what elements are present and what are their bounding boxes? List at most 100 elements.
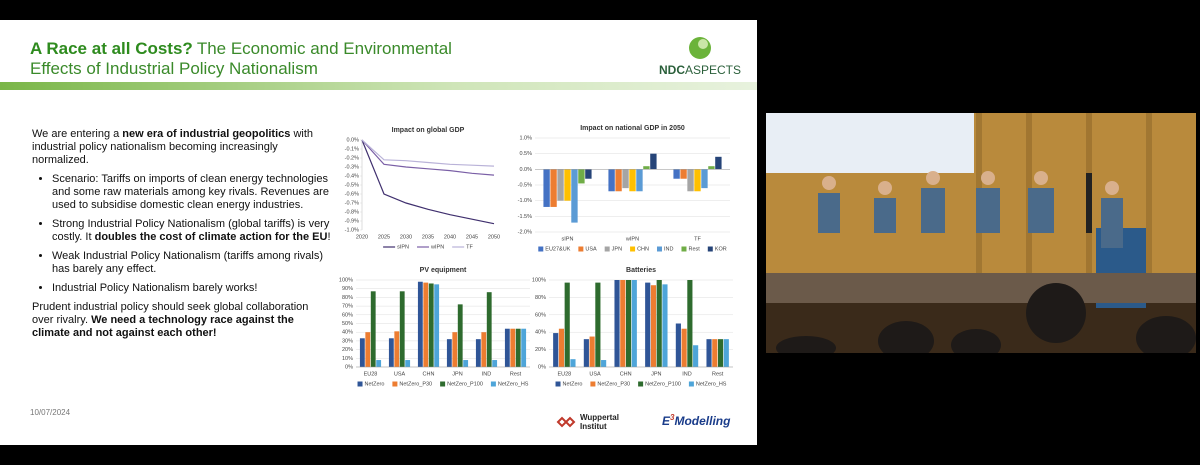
slide: A Race at all Costs? The Economic and Env… — [0, 20, 757, 445]
y-tick-label: -0.9% — [345, 218, 359, 224]
y-tick-label: 100% — [532, 277, 546, 283]
y-tick-label: 100% — [339, 277, 353, 283]
legend-label: KOR — [715, 246, 727, 252]
bar — [631, 280, 637, 367]
bar — [399, 291, 405, 367]
bar — [694, 169, 701, 192]
legend-label: CHN — [637, 246, 649, 252]
legend-label: NetZero — [563, 381, 583, 387]
y-tick-label: -0.5% — [518, 182, 532, 188]
y-tick-label: 60% — [342, 312, 353, 318]
bar — [608, 169, 615, 192]
closing: Prudent industrial policy should seek gl… — [32, 301, 332, 340]
text: Prudent industrial policy should seek gl… — [32, 301, 309, 326]
title-highlight: A Race at all Costs? — [30, 39, 193, 58]
bar — [376, 360, 382, 367]
bar — [614, 280, 620, 367]
legend: sIPN wIPN TF — [383, 244, 474, 250]
charts: Impact on global GDP 0.0% -0.1% -0.2% -0.3% -… — [339, 125, 733, 387]
camera-feed — [766, 113, 1196, 353]
x-tick-label: Rest — [712, 371, 724, 377]
bar — [673, 169, 680, 179]
y-tick-label: -0.1% — [345, 146, 359, 152]
bar — [687, 169, 694, 192]
intro: We are entering a new era of industrial … — [32, 128, 332, 167]
y-tick-label: -0.2% — [345, 155, 359, 161]
legend-swatch — [538, 246, 544, 252]
logo-b: ASPECTS — [684, 63, 741, 77]
bar — [434, 284, 440, 367]
text: Strong Industrial Policy Nationalism (gl… — [52, 218, 330, 243]
bar — [481, 332, 487, 367]
text: ! — [327, 231, 331, 243]
bar — [585, 169, 592, 179]
y-tick-label: -0.4% — [345, 173, 359, 179]
x-tick-label: CHN — [620, 371, 632, 377]
y-tick-label: 40% — [535, 330, 546, 336]
bar — [578, 169, 585, 184]
legend-label: TF — [466, 244, 473, 250]
e3-sup: 3 — [670, 413, 675, 422]
y-tick-label: 60% — [535, 312, 546, 318]
slide-title: A Race at all Costs? The Economic and Env… — [30, 39, 470, 79]
y-tick-label: -2.0% — [518, 229, 532, 235]
x-tick-label: 2050 — [488, 234, 500, 240]
legend-label: NetZero_P30 — [399, 381, 432, 387]
text: Scenario: Tariffs on imports of clean en… — [52, 173, 329, 211]
x-tick-label: 2030 — [400, 234, 412, 240]
bar — [712, 339, 718, 367]
y-tick-label: -0.8% — [345, 209, 359, 215]
bullet: Scenario: Tariffs on imports of clean en… — [52, 173, 332, 212]
y-tick-label: 0.5% — [519, 151, 532, 157]
y-tick-label: 10% — [342, 356, 353, 362]
legend-label: NetZero_P100 — [447, 381, 483, 387]
bar — [558, 328, 565, 367]
x-tick-label: USA — [394, 371, 406, 377]
bar — [452, 332, 458, 367]
text: Weak Industrial Policy Nationalism (tari… — [52, 250, 324, 275]
legend-label: NetZero_HS — [498, 381, 529, 387]
slide-body: We are entering a new era of industrial … — [32, 128, 332, 346]
bar — [370, 291, 376, 367]
chart-title: Impact on global GDP — [392, 127, 465, 134]
bar — [550, 169, 557, 207]
y-tick-label: -1.0% — [518, 198, 532, 204]
bar — [681, 328, 687, 367]
bar — [504, 328, 510, 367]
x-tick-label: USA — [589, 371, 601, 377]
e3-logo: E3Modelling — [662, 413, 730, 428]
legend-swatch — [357, 381, 363, 387]
bar — [510, 328, 516, 367]
legend: NetZero NetZero_P30 NetZero_P100 NetZero_HS — [555, 381, 727, 387]
wuppertal-icon — [556, 416, 576, 428]
legend-swatch — [630, 246, 636, 252]
bar — [715, 156, 722, 170]
y-tick-label: -1.0% — [345, 227, 359, 233]
bar — [521, 328, 527, 367]
bar — [359, 338, 365, 367]
bar — [564, 169, 571, 201]
bar — [625, 280, 632, 367]
bar — [475, 339, 481, 367]
legend-swatch — [490, 381, 496, 387]
bar — [543, 169, 550, 207]
legend-swatch — [656, 246, 662, 252]
bar — [570, 359, 576, 367]
bar — [557, 169, 564, 201]
y-tick-label: 90% — [342, 286, 353, 292]
bullet: Strong Industrial Policy Nationalism (gl… — [52, 218, 332, 244]
y-tick-label: -0.7% — [345, 200, 359, 206]
x-tick-label: wIPN — [625, 236, 639, 242]
bar — [650, 285, 657, 367]
bar — [636, 169, 643, 192]
legend-label: sIPN — [397, 244, 409, 250]
legend-swatch — [707, 246, 713, 252]
legend-swatch — [578, 246, 584, 252]
logo-line: Wuppertal — [580, 413, 619, 422]
bar — [701, 169, 708, 189]
bar — [457, 304, 463, 367]
bar — [589, 336, 595, 367]
text: with industrial policy nationalism becom… — [32, 128, 314, 166]
legend-swatch — [688, 381, 694, 387]
